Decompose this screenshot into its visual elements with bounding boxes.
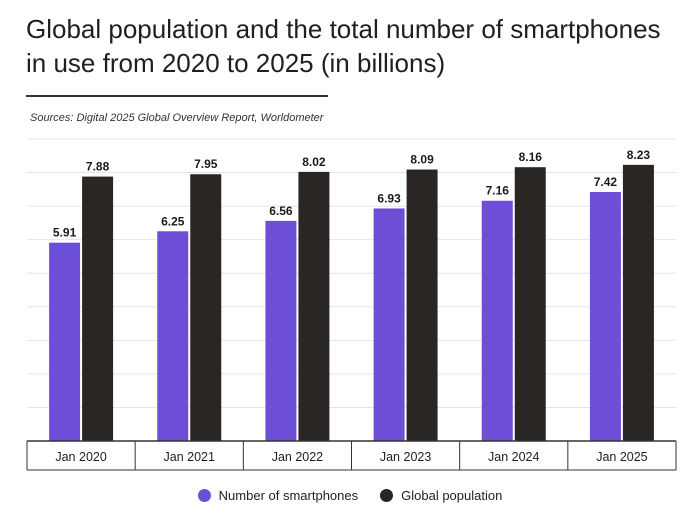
data-label: 7.16 [486,184,510,198]
legend-item-smartphones: Number of smartphones [197,488,359,503]
x-tick-label: Jan 2023 [380,450,431,464]
bar-population [406,169,438,441]
bar-population [82,176,114,442]
data-label: 7.88 [86,160,110,174]
title-divider [26,95,328,97]
x-tick-label: Jan 2025 [596,450,647,464]
x-tick-label: Jan 2020 [55,450,106,464]
data-label: 8.02 [302,155,326,169]
legend-swatch-population [380,489,394,502]
data-label: 8.09 [410,153,434,167]
legend-item-population: Global population [380,488,502,503]
bar-smartphones [373,208,405,441]
bar-smartphones [49,242,81,441]
bar-population [298,171,330,441]
bar-smartphones [481,200,513,441]
data-label: 8.23 [627,148,651,162]
data-label: 7.95 [194,157,218,171]
bar-population [622,164,654,442]
data-label: 7.42 [594,175,618,189]
source-note: Sources: Digital 2025 Global Overview Re… [30,112,324,124]
data-label: 6.56 [269,204,293,218]
bar-smartphones [265,220,297,441]
data-label: 6.93 [377,191,401,205]
legend-swatch-smartphones [197,489,211,502]
x-tick-label: Jan 2022 [272,450,323,464]
legend-label-population: Global population [401,488,503,503]
data-label: 5.91 [53,226,77,240]
bar-population [190,174,222,441]
bar-population [514,167,546,442]
legend-label-smartphones: Number of smartphones [218,488,359,503]
bar-smartphones [589,192,621,441]
data-label: 6.25 [161,214,185,228]
x-tick-label: Jan 2024 [488,450,539,464]
data-label: 8.16 [519,150,543,164]
bar-smartphones [157,231,189,441]
x-tick-label: Jan 2021 [164,450,215,464]
legend: Number of smartphones Global population [0,488,700,503]
chart-title: Global population and the total number o… [26,14,661,78]
